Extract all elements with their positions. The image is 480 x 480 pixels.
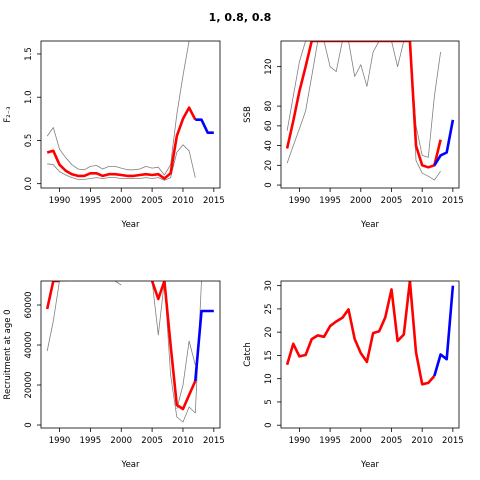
series-line-estimate xyxy=(45,281,60,310)
x-tick-label: 2010 xyxy=(172,436,194,446)
x-tick-label: 1990 xyxy=(289,436,311,446)
plot-frame xyxy=(40,40,221,189)
x-tick-label: 2000 xyxy=(110,436,132,446)
y-tick-label: 20000 xyxy=(24,371,34,398)
x-axis-label: Year xyxy=(360,220,380,230)
series-line-estimate xyxy=(150,281,197,411)
x-tick-label: 2000 xyxy=(110,196,132,206)
y-tick-label: 20 xyxy=(264,160,274,171)
x-tick-label: 2015 xyxy=(203,436,225,446)
panel-ssb: 1990 1995 2000 2005 2010 2015 0 20 40 60 80 120 Year… xyxy=(243,40,464,230)
series-group xyxy=(285,281,455,386)
series-line-estimate xyxy=(285,41,442,169)
x-tick-label: 1990 xyxy=(49,436,71,446)
y-tick-label: 0.5 xyxy=(24,134,34,148)
y-tick-label: 0 xyxy=(24,422,34,427)
series-line-upper xyxy=(114,281,122,286)
series-group xyxy=(285,41,455,181)
x-tick-label: 1990 xyxy=(49,196,71,206)
x-tick-label: 1995 xyxy=(319,196,341,206)
x-tick-label: 2005 xyxy=(141,196,163,206)
x-axis-label: Year xyxy=(121,220,141,230)
series-line-lower xyxy=(47,144,196,181)
series-line-upper xyxy=(176,340,196,410)
x-tick-label: 2015 xyxy=(442,196,464,206)
y-tick-label: 15 xyxy=(264,350,274,361)
x-tick-label: 2015 xyxy=(203,196,225,206)
y-tick-label: 80 xyxy=(264,101,274,112)
y-tick-label: 60000 xyxy=(24,291,34,318)
x-axis-label: Year xyxy=(121,460,141,470)
y-axis-label: Catch xyxy=(243,342,253,367)
x-axis-label: Year xyxy=(360,460,380,470)
x-tick-label: 2005 xyxy=(381,196,403,206)
panel-catch: 1990 1995 2000 2005 2010 2015 0 5 10 15 20 25 30 Year… xyxy=(243,280,464,470)
series-line-estimate xyxy=(46,106,197,180)
y-axis-label: F₂₋₃ xyxy=(3,106,13,122)
x-tick-label: 2000 xyxy=(350,196,372,206)
y-axis-label: Recruitment at age 0 xyxy=(3,309,13,399)
x-tick-label: 2005 xyxy=(381,436,403,446)
x-tick-label: 2000 xyxy=(350,436,372,446)
x-tick-label: 2010 xyxy=(411,196,433,206)
y-tick-label: 0 xyxy=(264,422,274,427)
series-line-upper xyxy=(46,41,190,176)
x-tick-label: 1995 xyxy=(80,436,102,446)
panel-recruitment: 1990 1995 2000 2005 2010 2015 0 20000 40000 60000… xyxy=(3,280,225,470)
y-tick-label: 60 xyxy=(264,120,274,131)
y-tick-label: 120 xyxy=(264,59,274,75)
series-line-lower xyxy=(151,281,202,423)
figure-title: 1, 0.8, 0.8 xyxy=(209,11,272,24)
y-tick-label: 10 xyxy=(264,373,274,384)
y-tick-label: 30 xyxy=(264,280,274,291)
series-line-projection xyxy=(195,118,214,134)
panel-fishing-mortality: 1990 1995 2000 2005 2010 2015 0.0 0.5 1.0 1.5 Year… xyxy=(3,40,225,230)
series-line-projection xyxy=(433,119,455,166)
x-tick-label: 1990 xyxy=(289,196,311,206)
y-tick-label: 1.5 xyxy=(24,47,34,61)
y-tick-label: 40000 xyxy=(24,331,34,358)
x-tick-label: 1995 xyxy=(319,436,341,446)
chart-panels: 1990 1995 2000 2005 2010 20150.00.51.01.5Year… xyxy=(3,40,464,470)
series-line-projection xyxy=(433,285,455,377)
plot-frame xyxy=(280,40,460,189)
x-tick-label: 2015 xyxy=(442,436,464,446)
y-tick-label: 0.0 xyxy=(24,177,34,191)
x-tick-label: 2010 xyxy=(411,436,433,446)
y-tick-label: 40 xyxy=(264,140,274,151)
series-line-upper xyxy=(286,41,441,158)
series-group xyxy=(45,281,214,423)
y-axis-label: SSB xyxy=(243,106,253,123)
series-line-lower xyxy=(286,41,441,181)
series-line-projection xyxy=(194,309,214,382)
plot-frame xyxy=(280,280,460,429)
y-tick-label: 20 xyxy=(264,327,274,338)
x-tick-label: 2005 xyxy=(141,436,163,446)
x-tick-label: 1995 xyxy=(80,196,102,206)
y-tick-label: 25 xyxy=(264,303,274,314)
y-tick-label: 0 xyxy=(264,182,274,187)
series-line-lower xyxy=(46,281,66,352)
series-line-estimate xyxy=(285,281,436,386)
x-tick-label: 2010 xyxy=(172,196,194,206)
series-group xyxy=(46,41,214,181)
y-tick-label: 1.0 xyxy=(24,90,34,104)
y-tick-label: 5 xyxy=(264,399,274,404)
plot-frame xyxy=(40,280,221,429)
